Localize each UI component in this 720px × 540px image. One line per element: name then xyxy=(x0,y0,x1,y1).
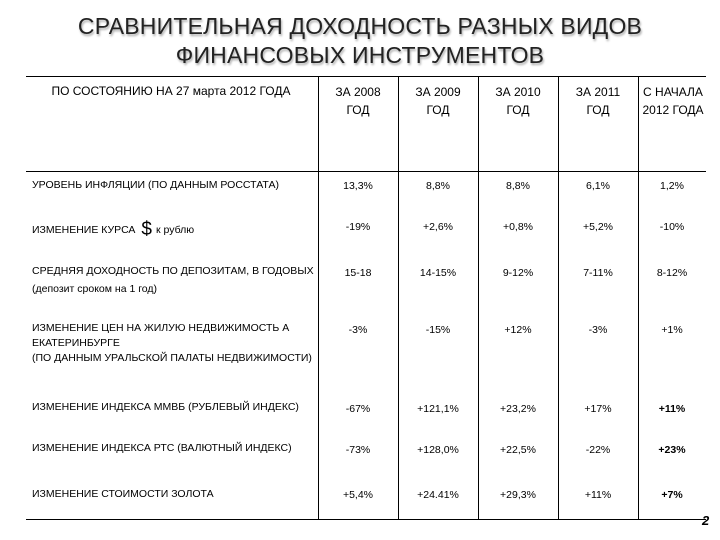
row-label-micex: ИЗМЕНЕНИЕ ИНДЕКСА ММВБ (РУБЛЕВЫЙ ИНДЕКС) xyxy=(32,401,299,413)
table-cell: 8,8% xyxy=(426,180,450,192)
table-cell: +1% xyxy=(661,324,683,336)
table-cell: +29,3% xyxy=(500,489,536,501)
table-cell: +22,5% xyxy=(500,444,536,456)
row-label-rts: ИЗМЕНЕНИЕ ИНДЕКСА РТС (ВАЛЮТНЫЙ ИНДЕКС) xyxy=(32,442,292,454)
table-cell: +11% xyxy=(658,403,686,415)
row-label-usd-rate: ИЗМЕНЕНИЕ КУРСА $ к рублю xyxy=(32,219,314,240)
table-cell: +12% xyxy=(504,324,532,336)
row-label-deposits-main: СРЕДНЯЯ ДОХОДНОСТЬ ПО ДЕПОЗИТАМ, В ГОДОВ… xyxy=(32,265,314,277)
header-col-2011: ЗА 2011 ГОД xyxy=(575,85,621,117)
table-cell: -3% xyxy=(588,324,608,336)
header-as-of-date: ПО СОСТОЯНИЮ НА 27 марта 2012 ГОДА xyxy=(51,84,291,98)
header-col-2009: ЗА 2009 ГОД xyxy=(415,85,461,117)
header-col-2010: ЗА 2010 ГОД xyxy=(495,85,541,117)
header-col-2008: ЗА 2008 ГОД xyxy=(335,85,381,117)
row-label-usd-prefix: ИЗМЕНЕНИЕ КУРСА xyxy=(32,224,136,236)
table-cell: +17% xyxy=(584,403,612,415)
table-cell: 1,2% xyxy=(660,180,684,192)
column-divider xyxy=(478,77,479,519)
table-cell: +7% xyxy=(661,489,683,501)
table-cell: +23% xyxy=(658,444,686,456)
column-divider xyxy=(318,77,319,519)
table-cell: +11% xyxy=(584,489,612,501)
table-cell: -10% xyxy=(659,221,685,233)
header-divider xyxy=(26,171,706,172)
table-cell: +5,2% xyxy=(582,221,614,233)
table-cell: -73% xyxy=(345,444,371,456)
table-cell: -22% xyxy=(585,444,611,456)
table-cell: +5,4% xyxy=(342,489,374,501)
row-label-real-estate-source: (ПО ДАННЫМ УРАЛЬСКОЙ ПАЛАТЫ НЕДВИЖИМОСТИ… xyxy=(32,352,312,364)
table-cell: -3% xyxy=(348,324,368,336)
column-divider xyxy=(398,77,399,519)
title-line-2: ФИНАНСОВЫХ ИНСТРУМЕНТОВ xyxy=(175,42,545,68)
slide-title: СРАВНИТЕЛЬНАЯ ДОХОДНОСТЬ РАЗНЫХ ВИДОВ ФИ… xyxy=(40,12,680,70)
table-cell: +24.41% xyxy=(417,489,459,501)
column-divider xyxy=(558,77,559,519)
table-cell: 7-11% xyxy=(583,267,613,279)
row-label-real-estate: ИЗМЕНЕНИЕ ЦЕН НА ЖИЛУЮ НЕДВИЖИМОСТЬ А ЕК… xyxy=(32,321,314,366)
row-label-usd-suffix: к рублю xyxy=(156,224,195,236)
table-cell: 8-12% xyxy=(656,267,688,279)
table-cell: +2,6% xyxy=(422,221,454,233)
page-number: 2 xyxy=(702,513,710,528)
table-cell: 15-18 xyxy=(344,267,372,279)
table-cell: 13,3% xyxy=(343,180,373,192)
table-cell: 9-12% xyxy=(502,267,534,279)
table-cell: +0,8% xyxy=(502,221,534,233)
table-cell: -15% xyxy=(425,324,451,336)
returns-table: ПО СОСТОЯНИЮ НА 27 марта 2012 ГОДА ЗА 20… xyxy=(26,76,706,520)
column-divider xyxy=(638,77,639,519)
row-label-gold: ИЗМЕНЕНИЕ СТОИМОСТИ ЗОЛОТА xyxy=(32,488,214,500)
row-label-deposits: СРЕДНЯЯ ДОХОДНОСТЬ ПО ДЕПОЗИТАМ, В ГОДОВ… xyxy=(32,264,314,297)
row-label-deposits-note: (депозит сроком на 1 год) xyxy=(32,283,158,295)
table-cell: 6,1% xyxy=(586,180,610,192)
table-cell: -19% xyxy=(345,221,371,233)
table-cell: -67% xyxy=(345,403,371,415)
row-label-real-estate-main: ИЗМЕНЕНИЕ ЦЕН НА ЖИЛУЮ НЕДВИЖИМОСТЬ А ЕК… xyxy=(32,322,290,349)
table-cell: +128,0% xyxy=(417,444,459,456)
table-cell: +23,2% xyxy=(500,403,536,415)
table-cell: 14-15% xyxy=(419,267,457,279)
header-col-2012: С НАЧАЛА 2012 ГОДА xyxy=(642,85,704,117)
table-cell: 8,8% xyxy=(506,180,530,192)
table-cell: +121,1% xyxy=(417,403,459,415)
row-label-inflation: УРОВЕНЬ ИНФЛЯЦИИ (ПО ДАННЫМ РОССТАТА) xyxy=(32,179,279,191)
dollar-sign-icon: $ xyxy=(141,219,152,240)
title-line-1: СРАВНИТЕЛЬНАЯ ДОХОДНОСТЬ РАЗНЫХ ВИДОВ xyxy=(77,13,643,39)
